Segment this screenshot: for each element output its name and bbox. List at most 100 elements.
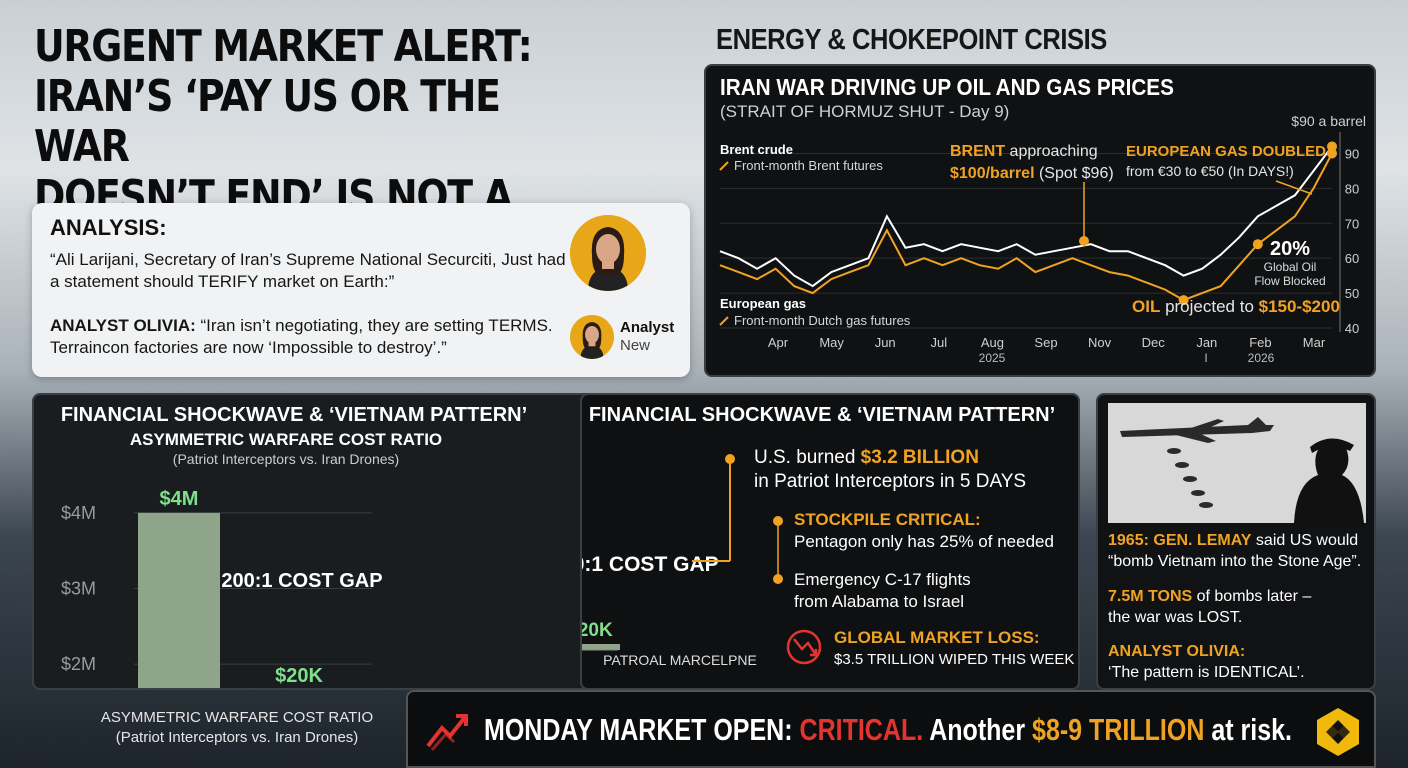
analyst-quote-label: ANALYST OLIVIA:	[50, 316, 196, 335]
analysis-quote: “Ali Larijani, Secretary of Iran’s Supre…	[50, 250, 566, 291]
oil-y-tick: 40	[1345, 321, 1359, 336]
brent-legend-label: Brent crude	[720, 142, 793, 157]
oil-y-tick: 90	[1345, 146, 1359, 161]
brent-legend-swatch	[719, 161, 729, 171]
ticker-text: MONDAY MARKET OPEN: CRITICAL. Another $8…	[484, 712, 1292, 747]
oil-x-tick: Apr	[768, 335, 789, 350]
bomber-plane-icon	[1120, 417, 1274, 443]
gas-legend-desc: Front-month Dutch gas futures	[734, 313, 911, 328]
barrel-note: $90 a barrel	[1291, 113, 1366, 129]
brent-annotation-line2: $100/barrel (Spot $96)	[950, 165, 1114, 182]
avatar[interactable]	[570, 215, 646, 291]
bullet1-line2: in Patriot Interceptors in 5 DAYS	[754, 471, 1026, 492]
person-portrait-icon	[570, 315, 614, 359]
oil-series-line	[719, 153, 1333, 302]
ticker-part-c: Another	[923, 712, 1032, 747]
oil-x-tick: Mar	[1303, 335, 1326, 350]
gas-annotation-leader	[1275, 180, 1313, 195]
bullet1-amount: $3.2 BILLION	[861, 447, 979, 468]
person-portrait-icon	[570, 215, 646, 291]
oil-x-tick: Aug	[981, 335, 1004, 350]
analysis-card: ANALYSIS: “Ali Larijani, Secretary of Ir…	[32, 203, 690, 377]
energy-panel-title: IRAN WAR DRIVING UP OIL AND GAS PRICES	[720, 74, 1174, 100]
pct-blocked-value: 20%	[1270, 238, 1310, 260]
oil-x-tick: Jun	[875, 335, 896, 350]
viet-line2-rest: of bombs later –	[1192, 588, 1311, 605]
bullet2-title: STOCKPILE CRITICAL:	[794, 510, 981, 529]
jan-sub-label: I	[1204, 351, 1207, 365]
oil-y-tick: 50	[1345, 286, 1359, 301]
brent-annotation-dot	[1079, 236, 1089, 246]
bullet1-line1: U.S. burned $3.2 BILLION	[754, 447, 979, 468]
soldier-silhouette-icon	[1294, 438, 1364, 523]
analyst-quote: ANALYST OLIVIA: “Iran isn’t negotiating,…	[50, 315, 590, 359]
viet-line2-key: 7.5M TONS	[1108, 588, 1193, 605]
ticker-art: MONDAY MARKET OPEN: CRITICAL. Another $8…	[426, 708, 1359, 756]
oil-gas-chart: 40 50 60 70 80 90 Apr May Jun Jul Aug Sep Nov Dec Jan F…	[719, 113, 1366, 365]
gas-annotation-text: from €30 to €50 (In DAYS!)	[1126, 163, 1294, 179]
year-2026: 2026	[1248, 351, 1275, 365]
financial-right-title: FINANCIAL SHOCKWAVE & ‘VIETNAM PATTERN’	[589, 404, 1055, 426]
cost-y-tick: $4M	[61, 503, 96, 523]
analyst-avatar[interactable]	[570, 315, 614, 359]
vietnam-panel-art: 1965: GEN. LEMAY said US would “bomb Vie…	[1108, 403, 1366, 681]
cost-bar-label: $4M	[160, 488, 199, 510]
bullet3-line2: from Alabama to Israel	[794, 592, 964, 611]
oil-series-endpoint	[1327, 141, 1337, 152]
binance-logo-icon	[1317, 708, 1359, 756]
viet-line2: 7.5M TONS of bombs later –	[1108, 588, 1311, 605]
cost-gap-label: 200:1 COST GAP	[221, 570, 382, 592]
oil-projection: OIL projected to $150-$200	[1132, 297, 1340, 316]
market-ticker: MONDAY MARKET OPEN: CRITICAL. Another $8…	[406, 690, 1376, 768]
headline-line-1: URGENT MARKET ALERT:	[34, 21, 533, 72]
analyst-tag: Analyst New	[620, 319, 674, 355]
gap-bar	[560, 644, 620, 650]
oil-y-tick: 70	[1345, 216, 1359, 231]
pct-blocked-label-1: Global Oil	[1264, 260, 1317, 274]
gap-bar-label: $20K	[582, 620, 613, 641]
cost-bottom-title: ASYMMETRIC WARFARE COST RATIO	[100, 709, 374, 726]
brent-ann-key: BRENT	[950, 143, 1005, 160]
gas-legend-label: European gas	[720, 296, 806, 311]
market-loss-title: GLOBAL MARKET LOSS:	[834, 628, 1040, 647]
cost-chart-title: ASYMMETRIC WARFARE COST RATIO	[130, 430, 442, 449]
oil-x-tick: Nov	[1088, 335, 1112, 350]
analyst-quote-text: “Iran isn’t negotiating, they are settin…	[50, 316, 553, 357]
energy-section-title: ENERGY & CHOKEPOINT CRISIS	[716, 24, 1107, 56]
oil-series-line	[719, 145, 1333, 288]
bullet1-prefix: U.S. burned	[754, 447, 861, 468]
market-loss-value: $3.5 TRILLION WIPED THIS WEEK	[834, 651, 1074, 668]
market-loss-icon	[786, 629, 822, 665]
oil-y-tick: 60	[1345, 251, 1359, 266]
cost-chart-subtitle: (Patriot Interceptors vs. Iran Drones)	[173, 451, 399, 467]
oil-x-tick: Sep	[1034, 335, 1057, 350]
viet-line2-end: the war was LOST.	[1108, 609, 1242, 626]
headline-line-2: IRAN’S ‘PAY US OR THE WAR	[34, 71, 501, 172]
viet-line3-key: ANALYST OLIVIA:	[1108, 643, 1245, 660]
cost-bar	[138, 512, 220, 698]
oil-y-tick: 80	[1345, 181, 1359, 196]
ticker-part-d: $8-9 TRILLION	[1032, 712, 1204, 747]
viet-line1-quote: “bomb Vietnam into the Stone Age”.	[1108, 553, 1361, 570]
year-2025: 2025	[979, 351, 1006, 365]
viet-line3-quote: ‘The pattern is IDENTICAL’.	[1108, 664, 1305, 681]
analyst-name: Analyst	[620, 319, 675, 336]
ticker-part-e: at risk.	[1204, 712, 1292, 747]
bullet2-text: Pentagon only has 25% of needed	[794, 532, 1054, 551]
gas-legend-swatch	[719, 316, 729, 326]
oil-x-tick: Dec	[1142, 335, 1166, 350]
gas-annotation-title: EUROPEAN GAS DOUBLED	[1126, 143, 1326, 160]
oil-x-tick: May	[819, 335, 844, 350]
oil-x-tick: Jan	[1196, 335, 1217, 350]
trend-up-arrow-icon	[426, 714, 468, 751]
oil-series-marker	[1252, 239, 1263, 250]
brent-ann-spot: (Spot $96)	[1035, 165, 1114, 182]
oil-x-tick: Feb	[1249, 335, 1271, 350]
bullet-dot-1	[725, 454, 735, 464]
cost-gap-label-2: 200:1 COST GAP	[582, 553, 719, 576]
energy-panel: IRAN WAR DRIVING UP OIL AND GAS PRICES (…	[704, 64, 1376, 377]
oil-projection-mid: projected to	[1160, 297, 1258, 316]
oil-series-endpoint	[1327, 148, 1337, 159]
brent-ann-price: $100/barrel	[950, 165, 1035, 182]
viet-line1: 1965: GEN. LEMAY said US would	[1108, 532, 1358, 549]
